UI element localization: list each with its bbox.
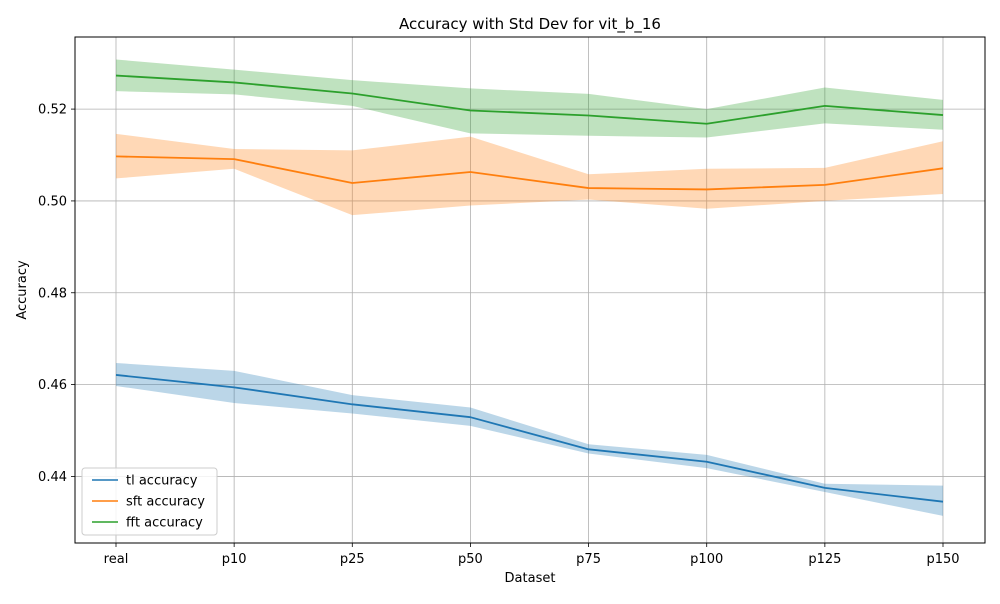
x-tick-label: real	[104, 552, 129, 567]
x-tick-label: p75	[576, 552, 601, 567]
sft-accuracy-line	[115, 155, 944, 191]
grid	[75, 37, 985, 543]
legend-box	[81, 467, 218, 536]
legend-label-sft: sft accuracy	[126, 495, 205, 510]
fft-accuracy-std-band	[116, 59, 943, 138]
tl-accuracy-line	[115, 374, 944, 503]
y-axis-label: Accuracy	[15, 260, 30, 320]
std-dev-bands	[116, 59, 943, 516]
x-tick-label: p125	[808, 552, 841, 567]
series-lines	[115, 74, 944, 503]
x-tick-label: p25	[340, 552, 365, 567]
legend-label-fft: fft accuracy	[126, 516, 203, 531]
y-tick-label: 0.50	[38, 194, 67, 209]
fft-accuracy-line	[115, 74, 944, 125]
x-tick-label: p10	[222, 552, 247, 567]
y-tick-label: 0.48	[38, 286, 67, 301]
sft-accuracy-std-band	[116, 133, 943, 216]
y-axis-ticks: 0.44 0.46 0.48 0.50 0.52	[38, 103, 75, 485]
y-tick-label: 0.44	[38, 470, 67, 485]
legend: tl accuracy sft accuracy fft accuracy	[81, 467, 218, 536]
legend-label-tl: tl accuracy	[126, 474, 198, 489]
chart-title: Accuracy with Std Dev for vit_b_16	[399, 15, 661, 34]
y-tick-label: 0.46	[38, 378, 67, 393]
x-axis-label: Dataset	[505, 571, 556, 586]
x-axis-ticks: real p10 p25 p50 p75 p100 p125 p150	[104, 543, 960, 567]
plot-frame	[74, 36, 986, 544]
x-tick-label: p150	[926, 552, 959, 567]
tl-accuracy-std-band	[116, 363, 943, 516]
x-tick-label: p50	[458, 552, 483, 567]
y-tick-label: 0.52	[38, 103, 67, 118]
x-tick-label: p100	[690, 552, 723, 567]
